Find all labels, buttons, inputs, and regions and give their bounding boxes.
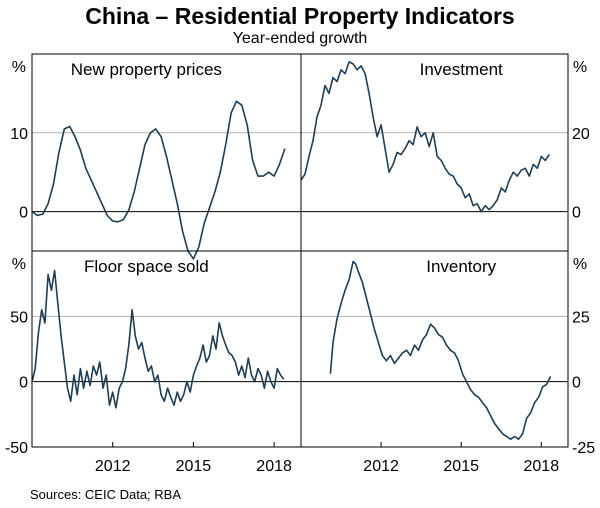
unit-label: % [12,256,26,273]
source-note: Sources: CEIC Data; RBA [30,487,181,502]
y-tick-label: 0 [19,205,28,222]
y-tick-label: 25 [572,309,590,326]
chart-subtitle: Year-ended growth [232,30,368,47]
x-tick-label: 2012 [363,458,399,475]
y-tick-label: -50 [5,440,28,457]
series-line-bottom-right [329,260,552,440]
x-tick-label: 2015 [176,458,212,475]
x-tick-label: 2018 [256,458,292,475]
x-tick-label: 2012 [95,458,131,475]
panel-title: New property prices [71,60,222,79]
y-tick-label: 10 [10,126,28,143]
x-tick-label: 2015 [443,458,479,475]
y-tick-label: 20 [572,126,590,143]
chart-title: China – Residential Property Indicators [85,3,515,29]
series-line-top-right [300,61,550,213]
y-tick-label: -25 [572,440,595,457]
y-tick-label: 50 [10,309,28,326]
panel-title: Floor space sold [84,257,209,276]
series-line-top-left [31,100,286,260]
unit-label: % [12,59,26,76]
unit-label: % [573,256,587,273]
y-tick-label: 0 [572,375,581,392]
y-tick-label: 0 [19,375,28,392]
panel-title: Inventory [426,257,496,276]
unit-label: % [573,59,587,76]
series-line-bottom-left [31,269,285,409]
x-tick-label: 2018 [524,458,560,475]
y-tick-label: 0 [572,205,581,222]
panel-title: Investment [420,60,503,79]
